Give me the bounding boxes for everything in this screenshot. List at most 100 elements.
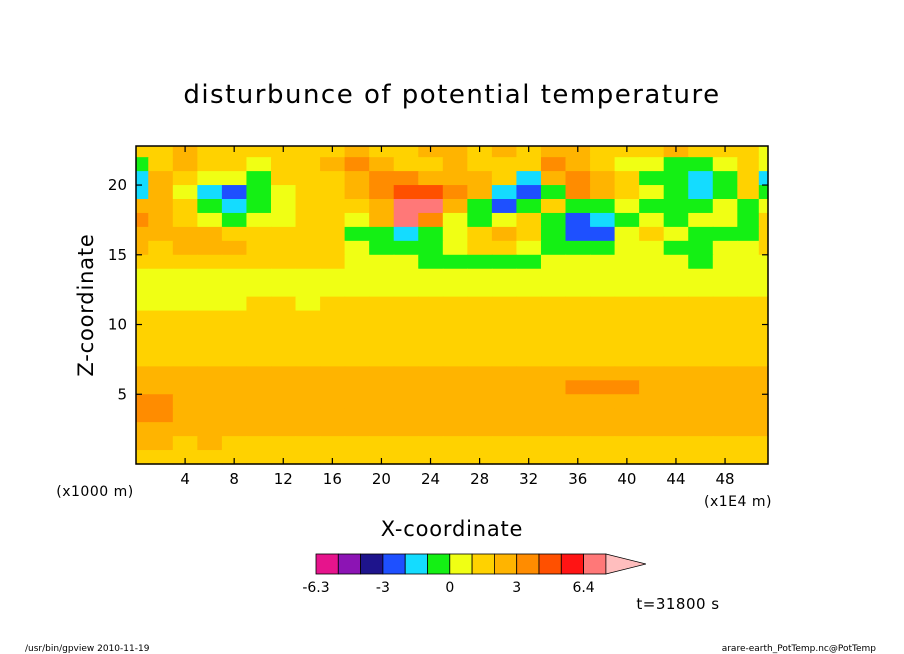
heatmap-cell xyxy=(246,296,272,312)
heatmap-cell xyxy=(491,352,518,367)
heatmap-cell xyxy=(639,436,665,451)
heatmap-cell xyxy=(442,338,468,354)
heatmap-cell xyxy=(246,366,272,381)
heatmap-cell xyxy=(688,185,714,200)
heatmap-cell xyxy=(540,296,567,312)
chart-title: disturbunce of potential temperature xyxy=(183,80,720,110)
heatmap-cell xyxy=(491,450,518,465)
heatmap-cell xyxy=(442,408,468,423)
heatmap-cell xyxy=(418,282,444,298)
heatmap-cell xyxy=(737,338,760,354)
heatmap-cell xyxy=(737,212,760,228)
heatmap-cell xyxy=(565,408,591,423)
heatmap-cell xyxy=(393,146,419,158)
heatmap-cell xyxy=(246,157,272,172)
heatmap-cell xyxy=(344,268,370,284)
heatmap-cell xyxy=(737,366,760,381)
heatmap-cell xyxy=(418,450,444,465)
x-tick-label: 24 xyxy=(421,470,440,488)
heatmap-cell xyxy=(136,212,149,228)
heatmap-cell xyxy=(344,408,370,423)
heatmap-cell xyxy=(737,422,760,437)
heatmap-cell xyxy=(270,450,297,465)
heatmap-cell xyxy=(540,171,567,186)
heatmap-cell xyxy=(442,212,468,228)
x-axis-ticks: 4 8 12 16 20 24 28 32 36 40 44 48 xyxy=(180,146,735,488)
heatmap-cell xyxy=(737,352,760,367)
colorbar-label: 6.4 xyxy=(572,580,594,596)
heatmap-cell xyxy=(737,240,760,256)
heatmap-cell xyxy=(369,171,395,186)
heatmap-cell xyxy=(491,366,518,381)
heatmap-cell xyxy=(491,226,518,242)
heatmap-cell xyxy=(590,296,616,312)
heatmap-cell xyxy=(344,338,370,354)
heatmap-cell xyxy=(136,408,149,423)
heatmap-cell xyxy=(688,338,714,354)
heatmap-cell xyxy=(136,171,149,186)
heatmap-cell xyxy=(270,157,297,172)
heatmap-cell xyxy=(295,352,321,367)
heatmap-cell xyxy=(418,436,444,451)
heatmap-cell xyxy=(758,324,769,340)
heatmap-cell xyxy=(758,310,769,326)
heatmap-cell xyxy=(344,296,370,312)
heatmap-cell xyxy=(614,310,640,326)
heatmap-cell xyxy=(688,199,714,214)
heatmap-cell xyxy=(344,146,370,158)
heatmap-cell xyxy=(369,185,395,200)
heatmap-cell xyxy=(344,394,370,409)
heatmap-cell xyxy=(393,366,419,381)
heatmap-cell xyxy=(369,380,395,395)
heatmap-cell xyxy=(467,254,493,270)
heatmap-cell xyxy=(590,199,616,214)
heatmap-cell xyxy=(197,226,223,242)
heatmap-cell xyxy=(590,171,616,186)
heatmap-cell xyxy=(491,394,518,409)
heatmap-cell xyxy=(442,185,468,200)
heatmap-cell xyxy=(320,226,346,242)
heatmap-cell xyxy=(221,240,248,256)
heatmap-cell xyxy=(136,296,149,312)
heatmap-cell xyxy=(197,199,223,214)
heatmap-cell xyxy=(540,380,567,395)
heatmap-cell xyxy=(565,338,591,354)
heatmap-cell xyxy=(639,408,665,423)
heatmap-cell xyxy=(369,408,395,423)
heatmap-cell xyxy=(712,282,738,298)
x-tick-label: 44 xyxy=(666,470,685,488)
heatmap-cell xyxy=(197,254,223,270)
heatmap-cell xyxy=(295,366,321,381)
heatmap-cell xyxy=(246,268,272,284)
heatmap-cell xyxy=(614,240,640,256)
heatmap-cell xyxy=(688,324,714,340)
heatmap-cell xyxy=(712,338,738,354)
heatmap-cell xyxy=(295,380,321,395)
heatmap-cell xyxy=(639,394,665,409)
heatmap-cell xyxy=(172,171,198,186)
heatmap-cell xyxy=(393,282,419,298)
heatmap-cell xyxy=(320,324,346,340)
heatmap-cell xyxy=(467,324,493,340)
heatmap-cell xyxy=(614,338,640,354)
heatmap-cell xyxy=(148,240,174,256)
colorbar-label: 0 xyxy=(445,580,454,596)
heatmap-cell xyxy=(540,338,567,354)
heatmap-cell xyxy=(688,268,714,284)
heatmap-cell xyxy=(221,185,248,200)
heatmap-cell xyxy=(246,240,272,256)
colorbar-swatch xyxy=(315,553,339,575)
heatmap-cell xyxy=(270,366,297,381)
heatmap-cell xyxy=(442,310,468,326)
heatmap-cell xyxy=(393,394,419,409)
heatmap-cell xyxy=(148,254,174,270)
heatmap-cell xyxy=(540,352,567,367)
heatmap-cell xyxy=(270,212,297,228)
heatmap-cell xyxy=(688,422,714,437)
heatmap-cell xyxy=(344,212,370,228)
heatmap-cell xyxy=(148,436,174,451)
heatmap-cell xyxy=(590,422,616,437)
heatmap-cell xyxy=(221,268,248,284)
heatmap-cell xyxy=(369,394,395,409)
heatmap-cell xyxy=(320,394,346,409)
